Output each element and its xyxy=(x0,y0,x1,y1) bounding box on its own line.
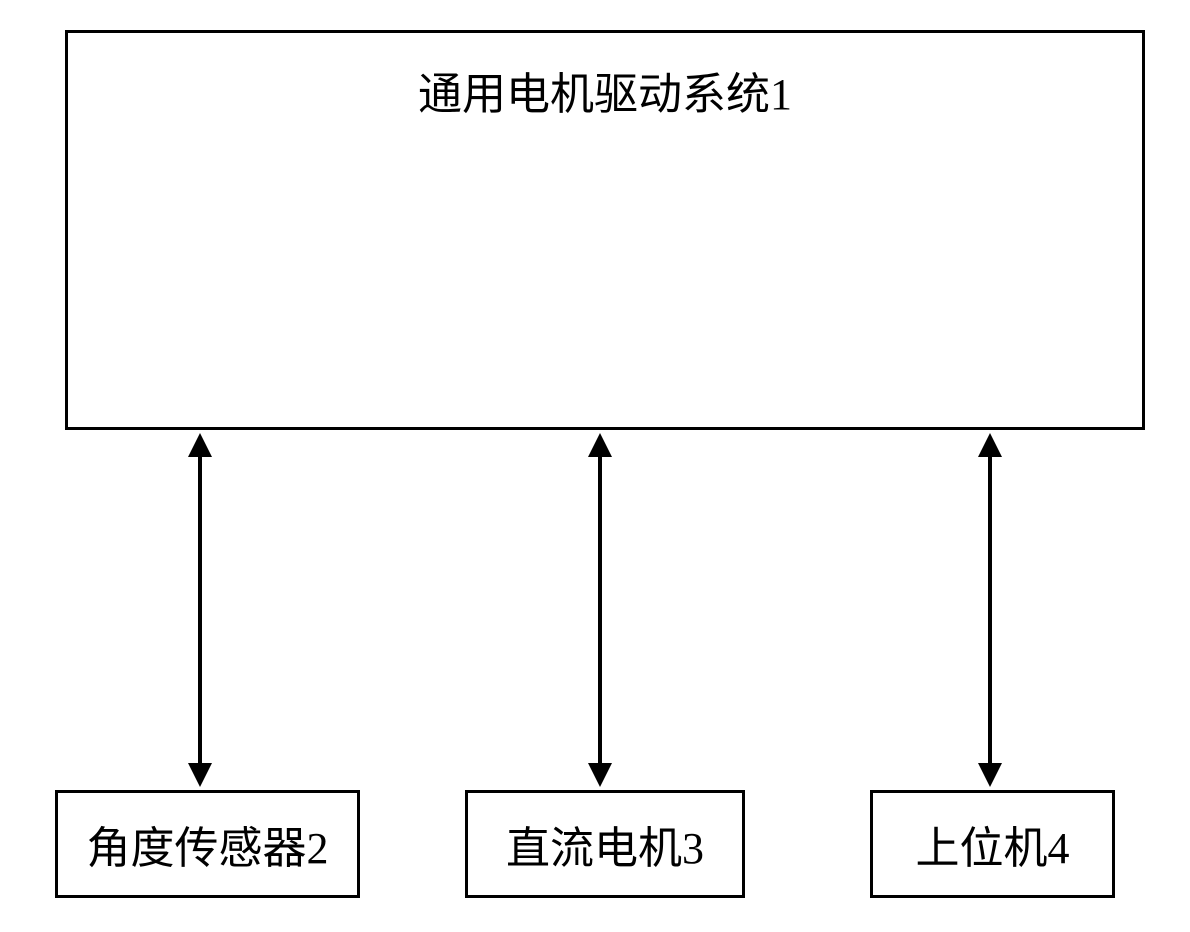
diagram-container: 通用电机驱动系统1 角度传感器2 直流电机3 上位机4 xyxy=(0,0,1190,932)
node-angle-sensor-label: 角度传感器2 xyxy=(87,812,329,876)
edge-center-arrow-down xyxy=(588,763,612,787)
node-host-computer: 上位机4 xyxy=(870,790,1115,898)
node-top-system: 通用电机驱动系统1 xyxy=(65,30,1145,430)
node-host-computer-label: 上位机4 xyxy=(916,812,1070,876)
edge-center-line xyxy=(598,454,602,766)
edge-left-line xyxy=(198,454,202,766)
edge-left-arrow-down xyxy=(188,763,212,787)
edge-right-arrow-up xyxy=(978,433,1002,457)
edge-right-arrow-down xyxy=(978,763,1002,787)
edge-center-arrow-up xyxy=(588,433,612,457)
edge-left-arrow-up xyxy=(188,433,212,457)
node-dc-motor: 直流电机3 xyxy=(465,790,745,898)
node-angle-sensor: 角度传感器2 xyxy=(55,790,360,898)
node-dc-motor-label: 直流电机3 xyxy=(506,812,704,876)
edge-right-line xyxy=(988,454,992,766)
node-top-label: 通用电机驱动系统1 xyxy=(418,70,792,119)
